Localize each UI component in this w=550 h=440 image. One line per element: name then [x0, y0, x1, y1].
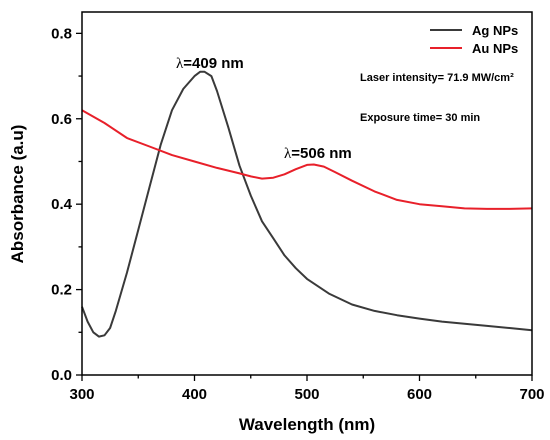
x-tick-label: 400	[182, 386, 207, 403]
x-tick-label: 500	[294, 386, 319, 403]
y-tick-label: 0.6	[51, 111, 72, 128]
peak-label-ag: λ=409 nm	[176, 55, 244, 72]
y-axis-title: Absorbance (a.u)	[8, 125, 27, 264]
legend: Ag NPs Au NPs	[430, 23, 518, 56]
annotation-laser-intensity: Laser intensity= 71.9 MW/cm²	[360, 72, 514, 84]
legend-label-au: Au NPs	[472, 41, 518, 56]
annotation-exposure-time: Exposure time= 30 min	[360, 112, 480, 124]
peak-label-au-value: =506 nm	[291, 145, 351, 162]
y-tick-label: 0.4	[51, 196, 73, 213]
legend-label-ag: Ag NPs	[472, 23, 518, 38]
x-tick-label: 700	[519, 386, 544, 403]
series-line-au-nps	[81, 109, 533, 210]
y-tick-label: 0.0	[51, 367, 72, 384]
ticks-layer	[76, 32, 533, 381]
peak-label-au-lambda: λ	[284, 146, 292, 162]
x-tick-label: 300	[69, 386, 94, 403]
y-tick-label: 0.8	[51, 25, 72, 42]
x-axis-title: Wavelength (nm)	[239, 415, 375, 434]
plot-frame	[81, 11, 533, 376]
peak-label-ag-lambda: λ	[176, 56, 184, 72]
x-tick-label: 600	[407, 386, 432, 403]
series-layer	[81, 70, 533, 338]
peak-label-ag-value: =409 nm	[183, 55, 243, 72]
y-tick-label: 0.2	[51, 282, 72, 299]
peak-label-au: λ=506 nm	[284, 145, 352, 162]
series-line-ag-nps	[81, 70, 533, 338]
